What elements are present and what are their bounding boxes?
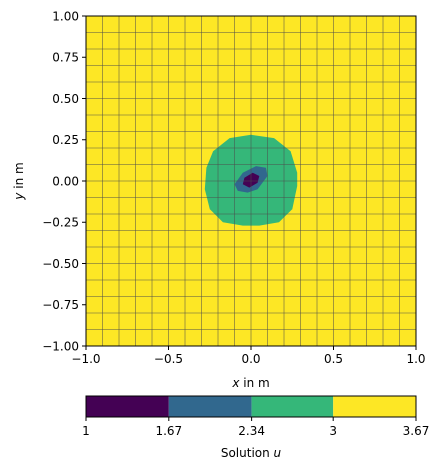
x-axis-unit: in m xyxy=(239,376,269,390)
y-axis-var: y xyxy=(12,192,26,201)
y-axis-label: y in m xyxy=(12,162,26,200)
y-axis-unit: in m xyxy=(12,162,26,192)
colorbar-segment xyxy=(86,396,169,417)
colorbar-tick-label: 1.67 xyxy=(155,424,182,438)
colorbar-tick-label: 1 xyxy=(82,424,90,438)
solution-plot: −1.0 −0.5 0.0 0.5 1.0 −1.00 −0.75 −0.50 −0.25 0.… xyxy=(12,9,426,390)
colorbar-label-text: Solution xyxy=(221,446,274,460)
colorbar: 1 1.67 2.34 3 3.67 Solution u xyxy=(82,395,429,460)
y-tick-label: 0.75 xyxy=(52,51,79,65)
colorbar-tick-label: 3.67 xyxy=(403,424,430,438)
colorbar-tick-label: 2.34 xyxy=(238,424,265,438)
colorbar-tick-label: 3 xyxy=(329,424,337,438)
colorbar-label: Solution u xyxy=(221,446,282,460)
y-axis-ticks: −1.00 −0.75 −0.50 −0.25 0.00 0.25 0.50 0.75 1.00 xyxy=(42,9,86,353)
colorbar-ticks: 1 1.67 2.34 3 3.67 xyxy=(82,417,429,438)
colorbar-segment xyxy=(168,396,252,417)
y-tick-label: −0.50 xyxy=(42,257,79,271)
x-tick-label: −1.0 xyxy=(71,352,100,366)
x-tick-label: 0.0 xyxy=(241,352,260,366)
x-tick-label: −0.5 xyxy=(154,352,183,366)
x-axis-label: x in m xyxy=(231,376,269,390)
colorbar-segment xyxy=(251,396,334,417)
colorbar-segments xyxy=(86,396,416,417)
y-tick-label: 0.00 xyxy=(52,174,79,188)
x-tick-label: 1.0 xyxy=(406,352,425,366)
y-tick-label: 0.50 xyxy=(52,92,79,106)
colorbar-segment xyxy=(333,396,416,417)
colorbar-frame xyxy=(85,395,417,418)
y-tick-label: −0.25 xyxy=(42,216,79,230)
colorbar-label-var: u xyxy=(274,446,282,460)
y-tick-label: −0.75 xyxy=(42,298,79,312)
y-tick-label: 1.00 xyxy=(52,9,79,23)
mesh-grid xyxy=(86,16,416,346)
x-axis-ticks: −1.0 −0.5 0.0 0.5 1.0 xyxy=(71,346,426,366)
x-tick-label: 0.5 xyxy=(324,352,343,366)
x-axis-var: x xyxy=(231,376,240,390)
y-tick-label: −1.00 xyxy=(42,339,79,353)
y-tick-label: 0.25 xyxy=(52,133,79,147)
